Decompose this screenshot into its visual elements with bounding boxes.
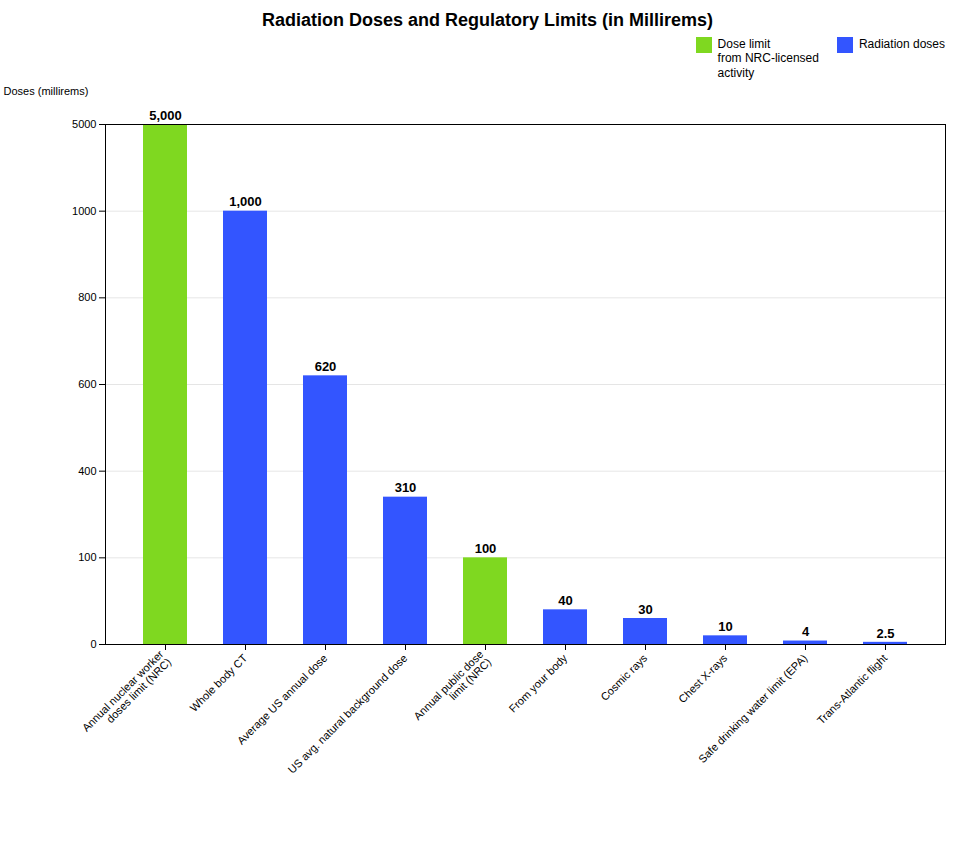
html-text:Radiation Doses and Regulatory: Radiation Doses and Regulatory Limits (i…	[262, 10, 713, 30]
html-text:Radiation doses: Radiation doses	[858, 37, 945, 51]
svg-text:100: 100	[78, 552, 96, 564]
svg-text:Doses (millirems): Doses (millirems)	[4, 85, 89, 97]
svg-text:2.5: 2.5	[876, 626, 894, 641]
svg-text:0: 0	[90, 638, 96, 650]
svg-text:Trans-Atlantic flight: Trans-Atlantic flight	[815, 652, 890, 727]
svg-text:310: 310	[395, 480, 417, 495]
svg-text:US avg. natural background dos: US avg. natural background dose	[285, 652, 409, 776]
svg-text:Safe drinking water limit (EPA: Safe drinking water limit (EPA)	[696, 652, 809, 765]
svg-text:620: 620	[315, 359, 337, 374]
svg-text:30: 30	[638, 602, 652, 617]
svg-text:100: 100	[475, 541, 497, 556]
svg-text:400: 400	[78, 465, 96, 477]
svg-text:5,000: 5,000	[149, 108, 182, 123]
html-text:Dose limit from NRC-licensed a: Dose limit from NRC-licensed activity	[717, 37, 819, 80]
svg-text:Annual public doselimit (NRC): Annual public doselimit (NRC)	[411, 648, 493, 730]
svg-text:Chest X-rays: Chest X-rays	[676, 652, 730, 706]
svg-text:Annual nuclear workerdoses lim: Annual nuclear workerdoses limit (NRC)	[80, 648, 174, 742]
svg-text:From your body: From your body	[506, 652, 569, 715]
svg-text:4: 4	[802, 624, 810, 639]
svg-text:Average US annual dose: Average US annual dose	[235, 652, 330, 747]
svg-text:Whole body CT: Whole body CT	[187, 652, 249, 714]
svg-text:10: 10	[718, 619, 732, 634]
svg-text:5000: 5000	[72, 118, 96, 130]
svg-text:800: 800	[78, 292, 96, 304]
svg-text:Cosmic rays: Cosmic rays	[598, 652, 650, 704]
svg-text:1,000: 1,000	[229, 194, 262, 209]
svg-text:1000: 1000	[72, 205, 96, 217]
svg-text:40: 40	[558, 593, 572, 608]
svg-text:600: 600	[78, 378, 96, 390]
